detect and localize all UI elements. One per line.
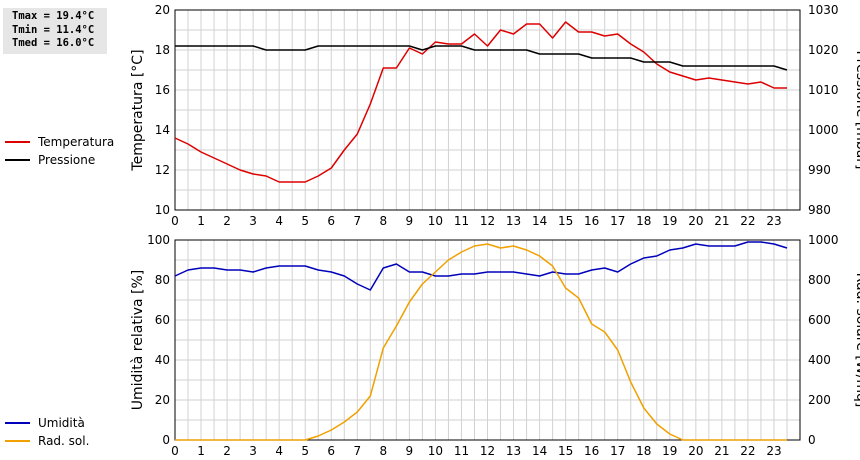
top-x-tick-label: 2 [223,214,231,228]
top-x-tick-label: 13 [506,214,521,228]
bottom-x-tick-label: 22 [740,444,755,458]
bottom-y2-tick-label: 0 [808,433,816,447]
bottom-x-tick-label: 14 [532,444,547,458]
top-y2-tick-label: 1010 [808,83,839,97]
top-panel: 0 1 2 3 4 5 6 7 8 9 10 11 12 13 14 15 16 17 18 19 20 21 22 2310… [5,3,860,228]
top-y2-tick-label: 1020 [808,43,839,57]
top-y-tick-label: 10 [155,203,170,217]
tmin-label: Tmin = 11.4°C [12,23,95,36]
bottom-x-tick-label: 18 [636,444,651,458]
bottom-y-tick-label: 60 [155,313,170,327]
top-x-tick-label: 19 [662,214,677,228]
top-series-line-1 [175,45,788,71]
bottom-panel: 0 1 2 3 4 5 6 7 8 9 10 11 12 13 14 15 16 17 18 19 20 21 22 2302… [5,233,860,458]
top-x-tick-label: 14 [532,214,547,228]
bottom-series-line-1 [175,243,787,441]
top-y2-tick-label: 980 [808,203,831,217]
top-y-tick-label: 18 [155,43,170,57]
top-y-tick-label: 20 [155,3,170,17]
top-y-axis-label: Temperatura [°C] [130,49,146,171]
bottom-y2-tick-label: 600 [808,313,831,327]
bottom-x-tick-label: 8 [380,444,388,458]
bottom-x-tick-label: 7 [353,444,361,458]
top-x-tick-label: 21 [714,214,729,228]
bottom-x-tick-label: 1 [197,444,205,458]
bottom-y-tick-label: 40 [155,353,170,367]
bottom-y2-tick-label: 200 [808,393,831,407]
bottom-x-tick-label: 20 [688,444,703,458]
top-y2-tick-label: 1030 [808,3,839,17]
top-x-tick-label: 6 [327,214,335,228]
bottom-y-tick-label: 0 [162,433,170,447]
bottom-y-axis-label: Umidità relativa [%] [130,270,146,411]
bottom-x-tick-label: 17 [610,444,625,458]
top-x-tick-label: 12 [480,214,495,228]
tmed-label: Tmed = 16.0°C [12,37,95,49]
top-x-tick-label: 10 [428,214,443,228]
top-x-tick-label: 8 [380,214,388,228]
top-x-tick-label: 9 [406,214,414,228]
bottom-plot-frame [174,239,801,441]
top-y-tick-label: 12 [155,163,170,177]
bottom-legend-label: Rad. sol. [38,434,89,448]
top-x-tick-label: 23 [766,214,781,228]
bottom-x-tick-label: 23 [766,444,781,458]
bottom-series-line-0 [174,241,788,291]
bottom-y2-axis-label: Rad. solare [W/mq] [853,273,860,408]
bottom-legend-label: Umidità [38,416,85,430]
bottom-y2-tick-label: 1000 [808,233,839,247]
bottom-y2-tick-label: 400 [808,353,831,367]
top-x-tick-label: 15 [558,214,573,228]
top-x-tick-label: 18 [636,214,651,228]
top-y2-tick-label: 1000 [808,123,839,137]
top-x-tick-label: 7 [353,214,361,228]
bottom-x-tick-label: 15 [558,444,573,458]
top-y-tick-label: 14 [155,123,170,137]
bottom-y2-tick-label: 800 [808,273,831,287]
bottom-x-tick-label: 3 [249,444,257,458]
top-y-tick-label: 16 [155,83,170,97]
bottom-y-tick-label: 100 [147,233,170,247]
bottom-x-tick-label: 13 [506,444,521,458]
top-x-tick-label: 16 [584,214,599,228]
bottom-x-tick-label: 10 [428,444,443,458]
top-x-tick-label: 0 [171,214,179,228]
bottom-x-tick-label: 21 [714,444,729,458]
bottom-x-tick-label: 11 [454,444,469,458]
top-legend-label: Temperatura [37,135,114,149]
bottom-x-tick-label: 12 [480,444,495,458]
top-x-tick-label: 22 [740,214,755,228]
bottom-x-tick-label: 5 [301,444,309,458]
top-y2-tick-label: 990 [808,163,831,177]
top-x-tick-label: 17 [610,214,625,228]
bottom-x-tick-label: 19 [662,444,677,458]
top-plot-frame [174,9,801,211]
top-x-tick-label: 1 [197,214,205,228]
top-series-line-0 [174,21,787,183]
bottom-x-tick-label: 4 [275,444,283,458]
bottom-x-tick-label: 0 [171,444,179,458]
top-x-tick-label: 5 [301,214,309,228]
top-y2-axis-label: Pressione [mbar] [853,50,860,169]
tmax-label: Tmax = 19.4°C [12,10,95,22]
bottom-x-tick-label: 16 [584,444,599,458]
bottom-x-tick-label: 2 [223,444,231,458]
stats-box: Tmax = 19.4°C Tmin = 11.4°C Tmed = 16.0°… [3,8,107,54]
top-x-tick-label: 11 [454,214,469,228]
bottom-y-tick-label: 80 [155,273,170,287]
top-x-tick-label: 20 [688,214,703,228]
top-legend-label: Pressione [38,153,95,167]
top-x-tick-label: 3 [249,214,257,228]
bottom-x-tick-label: 9 [406,444,414,458]
bottom-y-tick-label: 20 [155,393,170,407]
bottom-x-tick-label: 6 [327,444,335,458]
top-x-tick-label: 4 [275,214,283,228]
